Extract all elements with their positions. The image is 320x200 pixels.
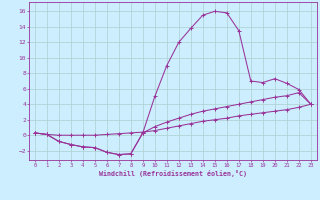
X-axis label: Windchill (Refroidissement éolien,°C): Windchill (Refroidissement éolien,°C): [99, 170, 247, 177]
